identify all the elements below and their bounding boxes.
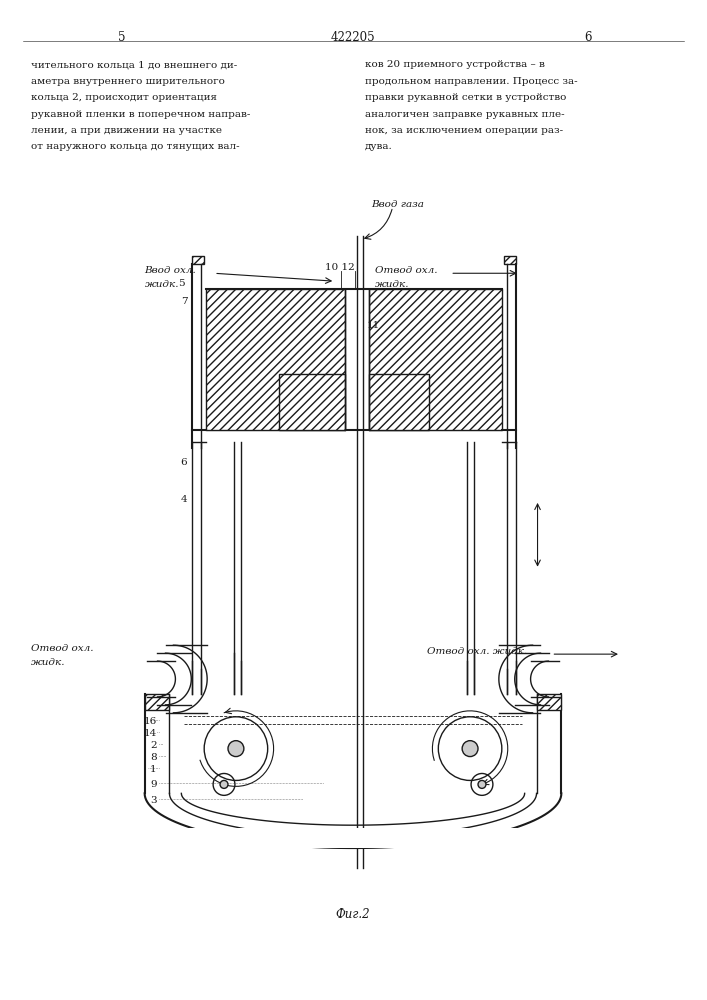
Bar xyxy=(537,694,561,710)
Text: 5: 5 xyxy=(118,31,126,44)
Text: кольца 2, происходит ориентация: кольца 2, происходит ориентация xyxy=(30,93,216,102)
Text: 3: 3 xyxy=(150,796,156,805)
Text: продольном направлении. Процесс за-: продольном направлении. Процесс за- xyxy=(365,77,578,86)
Text: правки рукавной сетки в устройство: правки рукавной сетки в устройство xyxy=(365,93,566,102)
Bar xyxy=(192,256,204,264)
Text: дува.: дува. xyxy=(365,142,392,151)
Circle shape xyxy=(462,741,478,757)
Bar xyxy=(192,256,204,264)
Bar xyxy=(145,694,170,710)
Text: жидк.: жидк. xyxy=(145,280,179,289)
Text: 11: 11 xyxy=(367,321,380,330)
Text: 6: 6 xyxy=(585,31,592,44)
Text: 2: 2 xyxy=(150,741,156,750)
Text: 8: 8 xyxy=(150,753,156,762)
Text: Отвод охл.: Отвод охл. xyxy=(30,644,93,653)
Text: 422205: 422205 xyxy=(331,31,375,44)
Text: 5: 5 xyxy=(177,279,185,288)
Circle shape xyxy=(478,780,486,788)
Text: Ввод газа: Ввод газа xyxy=(371,200,423,209)
Text: жидк.: жидк. xyxy=(30,658,65,667)
Text: 4: 4 xyxy=(181,495,187,504)
Bar xyxy=(206,289,345,430)
Bar xyxy=(206,289,345,430)
Bar xyxy=(369,289,502,430)
Bar xyxy=(369,374,429,430)
Text: чительного кольца 1 до внешнего ди-: чительного кольца 1 до внешнего ди- xyxy=(30,60,237,69)
Bar xyxy=(504,256,515,264)
Text: 16: 16 xyxy=(144,717,156,726)
Bar xyxy=(504,256,515,264)
Text: 1: 1 xyxy=(150,765,156,774)
Bar xyxy=(369,289,502,430)
Text: рукавной пленки в поперечном направ-: рукавной пленки в поперечном направ- xyxy=(30,110,250,119)
Text: 6: 6 xyxy=(181,458,187,467)
Text: 14: 14 xyxy=(144,729,156,738)
Text: жидк.: жидк. xyxy=(375,280,409,289)
Text: ков 20 приемного устройства – в: ков 20 приемного устройства – в xyxy=(365,60,545,69)
Text: 10 12: 10 12 xyxy=(325,263,355,272)
Text: лении, а при движении на участке: лении, а при движении на участке xyxy=(30,126,221,135)
Text: Отвод охл.: Отвод охл. xyxy=(375,266,438,275)
Text: Ввод охл.: Ввод охл. xyxy=(145,266,197,275)
Text: Фиг.2: Фиг.2 xyxy=(336,908,370,921)
Text: Отвод охл. жидк.: Отвод охл. жидк. xyxy=(428,647,527,656)
Bar xyxy=(145,694,170,710)
Circle shape xyxy=(228,741,244,757)
Bar xyxy=(279,374,345,430)
Bar xyxy=(537,694,561,710)
Bar xyxy=(145,828,561,848)
Text: 9: 9 xyxy=(150,780,156,789)
Text: аналогичен заправке рукавных пле-: аналогичен заправке рукавных пле- xyxy=(365,110,564,119)
Text: 7: 7 xyxy=(181,297,187,306)
Circle shape xyxy=(220,780,228,788)
Text: от наружного кольца до тянущих вал-: от наружного кольца до тянущих вал- xyxy=(30,142,239,151)
Text: аметра внутреннего ширительного: аметра внутреннего ширительного xyxy=(30,77,224,86)
Bar xyxy=(369,374,429,430)
Text: нок, за исключением операции раз-: нок, за исключением операции раз- xyxy=(365,126,563,135)
Bar xyxy=(279,374,345,430)
